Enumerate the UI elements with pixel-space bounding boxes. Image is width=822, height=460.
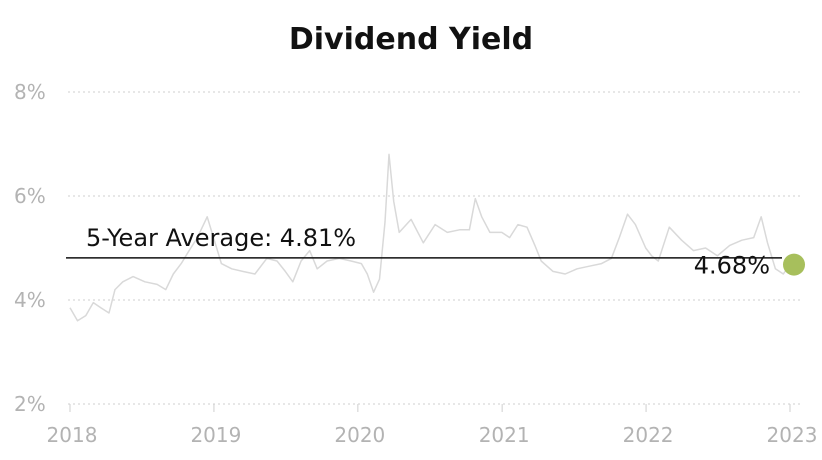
- y-tick-label: 2%: [14, 392, 46, 416]
- x-axis-tick-labels: 2018 2019 2020 2021 2022 2023: [47, 404, 818, 447]
- x-tick-label: 2018: [47, 423, 98, 447]
- y-tick-label: 8%: [14, 80, 46, 104]
- x-tick-label: 2019: [190, 423, 241, 447]
- x-tick-label: 2023: [767, 423, 818, 447]
- current-value-label: 4.68%: [694, 252, 770, 280]
- x-tick-label: 2020: [334, 423, 385, 447]
- current-value-marker: [783, 253, 805, 276]
- series-layer: [69, 153, 791, 322]
- yield-series-line: [69, 153, 791, 322]
- y-axis-tick-labels: 2% 4% 6% 8%: [14, 80, 46, 416]
- chart-title: Dividend Yield: [289, 22, 533, 57]
- average-label: 5-Year Average: 4.81%: [86, 224, 356, 252]
- y-gridlines: [68, 91, 800, 405]
- y-tick-label: 4%: [14, 288, 46, 312]
- x-tick-label: 2021: [479, 423, 530, 447]
- y-tick-label: 6%: [14, 184, 46, 208]
- x-tick-label: 2022: [623, 423, 674, 447]
